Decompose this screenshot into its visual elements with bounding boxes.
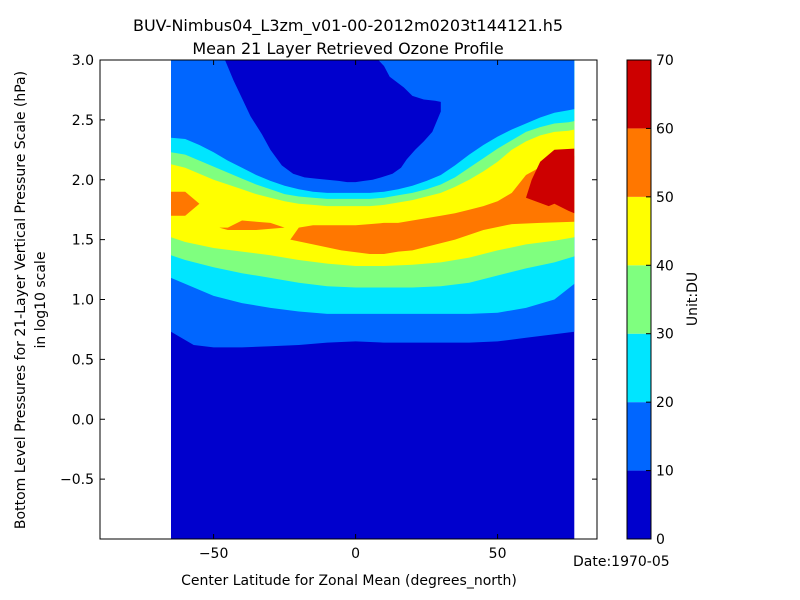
y-tick-label: 0.5 xyxy=(72,352,94,368)
upper-band-0-10 xyxy=(225,60,441,183)
colorbar-tick-label: 50 xyxy=(656,190,674,206)
colorbar-swatch xyxy=(627,402,651,471)
colorbar-swatch xyxy=(627,60,651,129)
colorbar-swatch xyxy=(627,333,651,403)
x-tick-label: −50 xyxy=(199,546,229,562)
colorbar: 0 10 20 30 40 50 60 70 xyxy=(626,53,674,548)
colorbar-tick-label: 0 xyxy=(656,532,665,548)
y-tick-label: −0.5 xyxy=(60,472,94,488)
colorbar-tick-label: 10 xyxy=(656,464,674,480)
band-50-region-2 xyxy=(290,155,575,254)
band-50-region-1 xyxy=(219,220,285,230)
y-tick-label: 2.0 xyxy=(72,173,94,189)
y-tick-label: 1.0 xyxy=(72,293,94,309)
x-axis-label: Center Latitude for Zonal Mean (degrees_… xyxy=(181,573,517,589)
y-tick-label: 2.5 xyxy=(72,113,94,129)
colorbar-swatch xyxy=(627,470,651,539)
y-tick-label: 1.5 xyxy=(72,233,94,249)
chart-title-line-1: BUV-Nimbus04_L3zm_v01-00-2012m0203t14412… xyxy=(133,16,563,36)
colorbar-tick-label: 20 xyxy=(656,395,674,411)
colorbar-swatch xyxy=(627,196,651,266)
band-50-region-0 xyxy=(171,191,200,216)
colorbar-tick-label: 70 xyxy=(656,53,674,69)
x-tick-label: 50 xyxy=(489,546,507,562)
colorbar-label: Unit:DU xyxy=(685,272,701,326)
colorbar-tick-label: 60 xyxy=(656,121,674,137)
colorbar-tick-label: 40 xyxy=(656,258,674,274)
band-60-region-3 xyxy=(526,148,575,214)
y-tick-label: 0.0 xyxy=(72,412,94,428)
y-axis-label-line-1: Bottom Level Pressures for 21-Layer Vert… xyxy=(13,71,29,529)
y-axis-label-line-2: in log10 scale xyxy=(33,252,49,349)
contour-plot xyxy=(171,60,575,539)
colorbar-tick-label: 30 xyxy=(656,327,674,343)
x-tick-label: 0 xyxy=(351,546,360,562)
colorbar-swatch xyxy=(627,128,651,197)
colorbar-swatch xyxy=(627,265,651,334)
axis-ticks: −50 0 50 −0.5 0.0 0.5 1.0 1.5 2.0 2.5 3.0 xyxy=(60,53,597,562)
y-tick-label: 3.0 xyxy=(72,53,94,69)
date-label: Date:1970-05 xyxy=(573,554,670,570)
colorbar-frame xyxy=(626,59,652,540)
chart-title-line-2: Mean 21 Layer Retrieved Ozone Profile xyxy=(192,39,503,58)
